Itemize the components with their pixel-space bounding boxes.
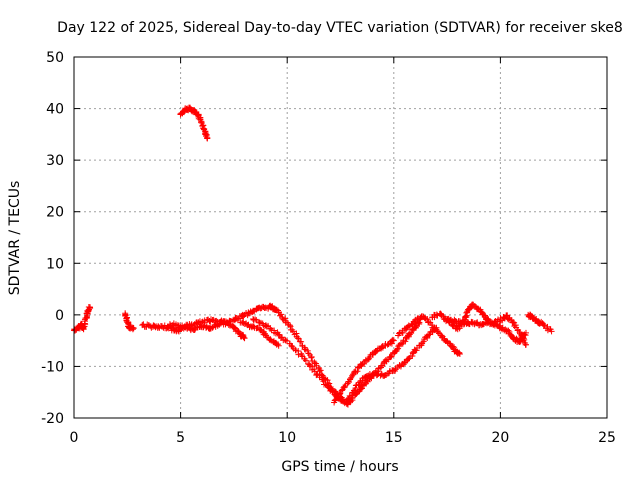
data-point bbox=[372, 348, 379, 355]
data-point bbox=[275, 342, 282, 349]
data-point bbox=[320, 378, 327, 385]
y-tick-label: 50 bbox=[46, 50, 64, 66]
data-point bbox=[241, 335, 248, 342]
data-point bbox=[223, 319, 230, 326]
x-tick-label: 10 bbox=[278, 430, 296, 446]
data-point bbox=[304, 347, 311, 354]
data-point bbox=[239, 319, 246, 326]
data-point bbox=[352, 385, 359, 392]
chart-title: Day 122 of 2025, Sidereal Day-to-day VTE… bbox=[57, 20, 623, 36]
data-point bbox=[352, 382, 359, 389]
data-point bbox=[130, 325, 137, 332]
data-point bbox=[151, 322, 158, 329]
data-point bbox=[302, 357, 309, 364]
data-point bbox=[387, 354, 394, 361]
data-point bbox=[305, 350, 312, 357]
data-point bbox=[267, 336, 274, 343]
data-point bbox=[197, 323, 204, 330]
y-tick-label: -20 bbox=[41, 411, 64, 427]
data-point bbox=[455, 349, 462, 356]
plot-frame bbox=[73, 56, 608, 419]
data-point bbox=[325, 384, 332, 391]
data-point bbox=[278, 311, 285, 318]
y-tick-label: 10 bbox=[46, 256, 64, 272]
y-axis-label: SDTVAR / TECUs bbox=[7, 181, 23, 296]
data-point bbox=[263, 323, 270, 330]
data-point bbox=[329, 388, 336, 395]
data-point bbox=[384, 341, 391, 348]
data-point bbox=[456, 351, 463, 358]
data-point bbox=[541, 322, 548, 329]
data-point bbox=[409, 321, 416, 328]
data-point bbox=[355, 364, 362, 371]
data-point bbox=[252, 316, 259, 323]
data-point bbox=[204, 135, 211, 142]
data-point bbox=[289, 326, 296, 333]
data-point bbox=[124, 319, 131, 326]
data-point bbox=[424, 315, 431, 322]
data-point bbox=[283, 338, 290, 345]
data-point bbox=[519, 335, 526, 342]
data-point bbox=[358, 361, 365, 368]
x-tick-label: 20 bbox=[491, 430, 509, 446]
data-point bbox=[279, 315, 286, 322]
data-point bbox=[522, 329, 529, 336]
data-point bbox=[388, 353, 395, 360]
data-point bbox=[390, 337, 397, 344]
data-point bbox=[332, 396, 339, 403]
data-point bbox=[86, 304, 93, 311]
data-point bbox=[317, 367, 324, 374]
data-point bbox=[396, 330, 403, 337]
data-point bbox=[347, 376, 354, 383]
data-point bbox=[424, 334, 431, 341]
y-tick-label: 30 bbox=[46, 153, 64, 169]
x-tick-label: 5 bbox=[176, 430, 185, 446]
data-point bbox=[462, 313, 469, 320]
data-point bbox=[275, 331, 282, 338]
data-point bbox=[308, 353, 315, 360]
data-point bbox=[394, 346, 401, 353]
x-tick-label: 0 bbox=[70, 430, 79, 446]
data-point bbox=[354, 368, 361, 375]
data-point bbox=[159, 323, 166, 330]
data-point bbox=[279, 334, 286, 341]
grid-lines bbox=[74, 57, 607, 418]
data-point bbox=[290, 328, 297, 335]
data-point bbox=[522, 341, 529, 348]
data-point bbox=[456, 318, 463, 325]
data-point bbox=[257, 326, 264, 333]
data-point bbox=[419, 339, 426, 346]
data-points bbox=[71, 104, 555, 408]
data-point bbox=[298, 338, 305, 345]
data-point bbox=[389, 336, 396, 343]
data-point bbox=[282, 337, 289, 344]
data-point bbox=[345, 379, 352, 386]
data-point bbox=[240, 334, 247, 341]
y-tick-label: 40 bbox=[46, 102, 64, 118]
data-point bbox=[412, 323, 419, 330]
data-point bbox=[471, 302, 478, 309]
data-point bbox=[402, 338, 409, 345]
data-point bbox=[298, 350, 305, 357]
y-tick-label: -10 bbox=[41, 359, 64, 375]
x-tick-label: 15 bbox=[385, 430, 403, 446]
data-point bbox=[298, 352, 305, 359]
data-point bbox=[345, 395, 352, 402]
data-point bbox=[405, 356, 412, 363]
data-point bbox=[505, 327, 512, 334]
data-point bbox=[540, 321, 547, 328]
data-point bbox=[548, 328, 555, 335]
data-point bbox=[432, 324, 439, 331]
x-tick-label: 25 bbox=[598, 430, 616, 446]
data-point bbox=[398, 362, 405, 369]
x-axis-label: GPS time / hours bbox=[281, 459, 398, 475]
data-point bbox=[295, 335, 302, 342]
y-tick-label: 20 bbox=[46, 205, 64, 221]
y-tick-label: 0 bbox=[55, 308, 64, 324]
